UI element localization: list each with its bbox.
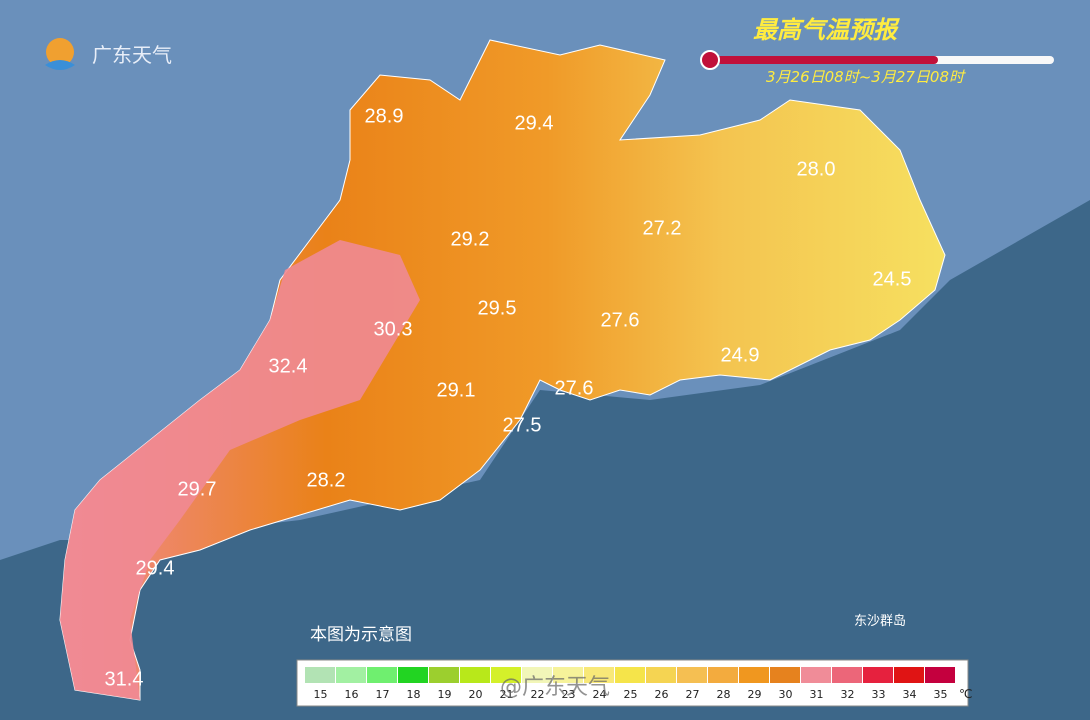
legend-swatch [677, 667, 707, 683]
value-label: 29.7 [178, 478, 217, 500]
legend-swatch [863, 667, 893, 683]
legend-swatch [584, 667, 614, 683]
value-label: 27.5 [503, 414, 542, 436]
legend-label: 17 [376, 688, 390, 701]
value-label: 28.9 [365, 105, 404, 127]
sea [0, 200, 1090, 720]
legend-swatch [336, 667, 366, 683]
logo-icon [46, 38, 74, 66]
legend-label: 30 [779, 688, 793, 701]
period: 3月26日08时~3月27日08时 [766, 68, 966, 86]
legend-swatch [367, 667, 397, 683]
hot-region [60, 240, 420, 700]
value-label: 28.2 [307, 469, 346, 491]
note: 本图为示意图 [310, 625, 412, 645]
legend-swatch [522, 667, 552, 683]
legend-swatch [708, 667, 738, 683]
legend-label: 32 [841, 688, 855, 701]
legend-swatch [429, 667, 459, 683]
legend-swatch [398, 667, 428, 683]
value-label: 28.0 [797, 158, 836, 180]
legend-label: 24 [593, 688, 607, 701]
legend-label: 22 [531, 688, 545, 701]
value-label: 29.1 [437, 379, 476, 401]
legend-swatch [894, 667, 924, 683]
logo-text: 广东天气 [92, 43, 172, 67]
thermometer-bulb [700, 50, 720, 70]
value-label: 29.2 [451, 228, 490, 250]
value-label: 27.2 [643, 217, 682, 239]
legend-swatch [925, 667, 955, 683]
legend-label: 33 [872, 688, 886, 701]
legend-swatch [801, 667, 831, 683]
logo: 广东天气 [45, 38, 172, 70]
legend-swatch [739, 667, 769, 683]
legend-label: 27 [686, 688, 700, 701]
legend-swatch [615, 667, 645, 683]
legend-label: 31 [810, 688, 824, 701]
legend-swatch [305, 667, 335, 683]
value-label: 27.6 [601, 309, 640, 331]
legend: 15 16 17 18 19 20 21 22 23 24 25 26 27 28 29 30 31 32 33 34… [305, 667, 972, 701]
legend-swatch [491, 667, 521, 683]
legend-unit: ℃ [959, 687, 972, 701]
value-label: 31.4 [105, 668, 144, 690]
value-label: 29.4 [515, 112, 554, 134]
value-label: 27.6 [555, 377, 594, 399]
legend-swatch [646, 667, 676, 683]
thermometer-fill [708, 56, 938, 64]
logo-wave [45, 60, 75, 70]
legend-label: 28 [717, 688, 731, 701]
legend-label: 15 [314, 688, 328, 701]
legend-label: 26 [655, 688, 669, 701]
legend-swatch [832, 667, 862, 683]
legend-swatch [553, 667, 583, 683]
legend-label: 16 [345, 688, 359, 701]
legend-label: 21 [500, 688, 514, 701]
islands-label: 东沙群岛 [854, 613, 906, 629]
legend-label: 19 [438, 688, 452, 701]
title: 最高气温预报 [753, 16, 900, 44]
legend-label: 29 [748, 688, 762, 701]
labels: 28.9 29.4 28.0 29.2 27.2 24.5 29.5 30.3 … [105, 105, 912, 690]
value-label: 24.9 [721, 344, 760, 366]
value-label: 30.3 [374, 318, 413, 340]
legend-swatch [460, 667, 490, 683]
legend-label: 34 [903, 688, 917, 701]
value-label: 29.5 [478, 297, 517, 319]
legend-label: 35 [934, 688, 948, 701]
legend-swatch [770, 667, 800, 683]
value-label: 24.5 [873, 268, 912, 290]
legend-label: 20 [469, 688, 483, 701]
legend-label: 23 [562, 688, 576, 701]
value-label: 32.4 [269, 355, 308, 377]
legend-label: 25 [624, 688, 638, 701]
legend-label: 18 [407, 688, 421, 701]
watermark: @广东天气 [500, 675, 610, 700]
value-label: 29.4 [136, 557, 175, 579]
